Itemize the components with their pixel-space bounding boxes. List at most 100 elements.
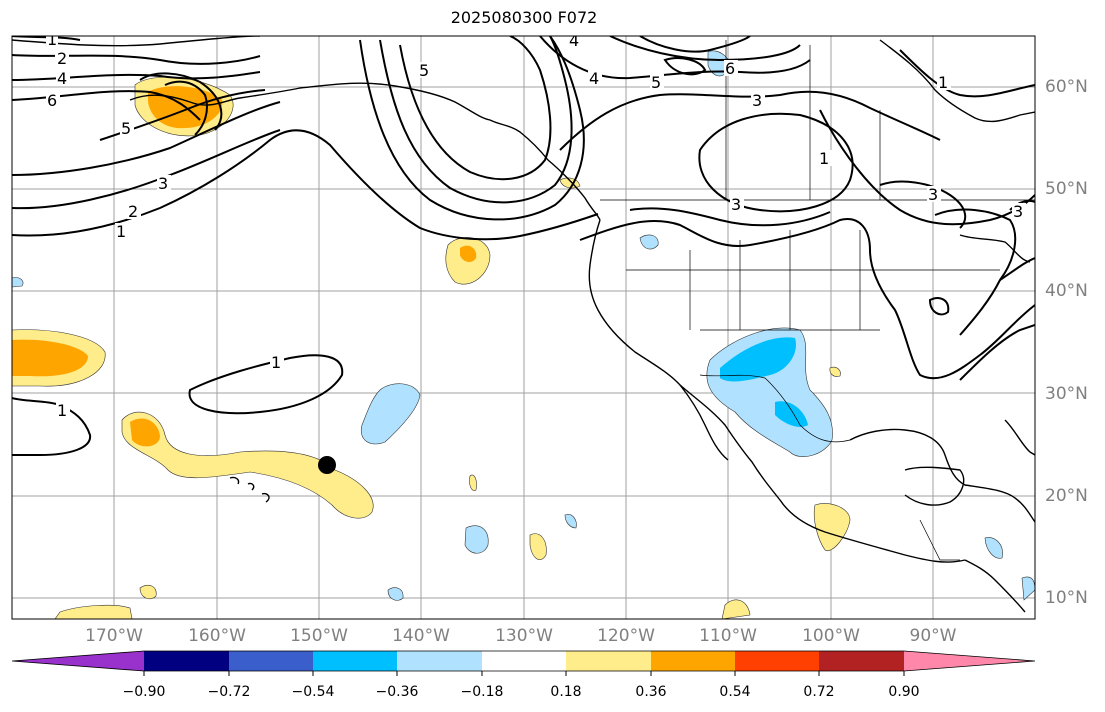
positive-anomaly-shading [12,76,851,619]
contour-canada-3b [698,112,854,213]
contour-label: 1 [819,149,829,168]
contour-label: 1 [938,73,948,92]
contour-us-1 [579,218,1035,380]
colorbar [11,650,1036,676]
contour-label: 1 [47,30,57,49]
contour-alaska-inner [139,72,223,131]
coast-great-lakes [959,234,1031,263]
coast-west-us [588,219,966,563]
colorbar-cell [229,651,313,671]
contour-label: 3 [928,185,938,204]
colorbar-tick-label: 0.54 [719,684,751,700]
contour-east-2 [959,324,1035,381]
colorbar-tick-label: 0.36 [635,684,667,700]
contour-us-3 [879,180,967,229]
contour-label: 3 [752,91,762,110]
contour-east-1b [899,49,1035,98]
contour-label: 2 [128,202,138,221]
anomaly-small-3 [559,177,581,189]
contour-label: 1 [116,222,126,241]
anomaly-pacific-small-1 [464,525,489,554]
contour-east-2b [999,257,1035,281]
colorbar-cell [144,651,229,671]
colorbar-tick-label: −0.36 [375,684,419,700]
lon-label-130w: 130°W [495,626,553,646]
coast-gulf [849,428,1035,523]
contour-label: 6 [725,59,735,78]
contour-east-1 [819,109,1035,226]
coastlines [12,36,1035,613]
contour-canada-4 [539,36,811,80]
lon-label-140w: 140°W [392,626,450,646]
lat-label-30n: 30°N [1045,384,1088,404]
anomaly-small-2 [829,366,841,377]
colorbar-tick-label: −0.72 [207,684,251,700]
anomaly-hawaii-core [130,418,160,447]
colorbar-cell [482,651,566,671]
anomaly-south-3 [54,604,133,619]
coast-central-america [964,559,1026,613]
contour-canada-6 [639,36,751,53]
contour-canada-loop [663,57,707,76]
anomaly-hawaii-band [121,411,374,519]
anomaly-mexico-core [775,401,808,427]
country-and-state-borders [600,40,1035,561]
colorbar-tick-label: 0.18 [550,684,582,700]
colorbar-tick-label: −0.54 [291,684,335,700]
lat-label-60n: 60°N [1045,77,1088,97]
colorbar-extend-low [12,651,144,671]
location-marker-dot [318,456,336,474]
coast-hudson [879,39,1035,123]
lon-label-150w: 150°W [290,626,348,646]
anomaly-small-1 [469,474,477,491]
contour-label: 5 [121,119,131,138]
contour-label: 6 [47,91,57,110]
lon-label-170w: 170°W [85,626,143,646]
contour-label: 5 [651,73,661,92]
contour-us-1b [629,207,831,227]
contour-label: 3 [731,195,741,214]
contour-1-middle [188,354,344,415]
contour-labels: 1 2 4 6 5 3 2 1 4 5 4 5 6 3 1 3 3 1 3 1 … [46,30,1026,420]
coast-florida [1004,419,1035,456]
contour-1-left [12,397,92,456]
contour-label: 4 [57,69,67,88]
contour-label: 1 [271,353,281,372]
contour-label: 1 [57,401,67,420]
contour-canada-5 [609,36,801,62]
colorbar-cell [735,651,819,671]
anomaly-east-edge [1021,576,1035,601]
colorbar-extend-high [904,651,1035,671]
colorbar-cell [397,651,482,671]
contour-alaska-3 [12,101,281,176]
coast-alaska [129,82,601,221]
lat-label-10n: 10°N [1045,588,1088,608]
lon-label-160w: 160°W [188,626,246,646]
coast-baja [679,384,729,461]
contour-alaska-2 [12,129,281,210]
contour-label: 3 [158,174,168,193]
anomaly-pacific-east [360,383,421,445]
anomaly-south-2 [721,599,751,619]
contour-label: 4 [569,31,579,50]
lon-label-120w: 120°W [597,626,655,646]
lon-label-90w: 90°W [909,626,957,646]
coast-yucatan [904,466,965,506]
colorbar-cell [651,651,735,671]
contour-label: 2 [57,49,67,68]
anomaly-mexico-coast [813,503,851,552]
negative-anomaly-shading [12,50,1035,601]
colorbar-tick-label: 0.72 [803,684,835,700]
contour-canada-3 [559,90,941,151]
contour-label: 4 [589,69,599,88]
colorbar-cell [819,651,904,671]
contour-gulf-low-mid [379,36,573,204]
anomaly-southwest-us-core [720,337,796,382]
gridlines [12,36,1035,619]
coast-hawaii [229,476,270,503]
anomaly-south-4 [139,584,157,600]
anomaly-south-1 [529,533,547,560]
colorbar-cell [566,651,651,671]
contour-north-4 [12,71,261,81]
